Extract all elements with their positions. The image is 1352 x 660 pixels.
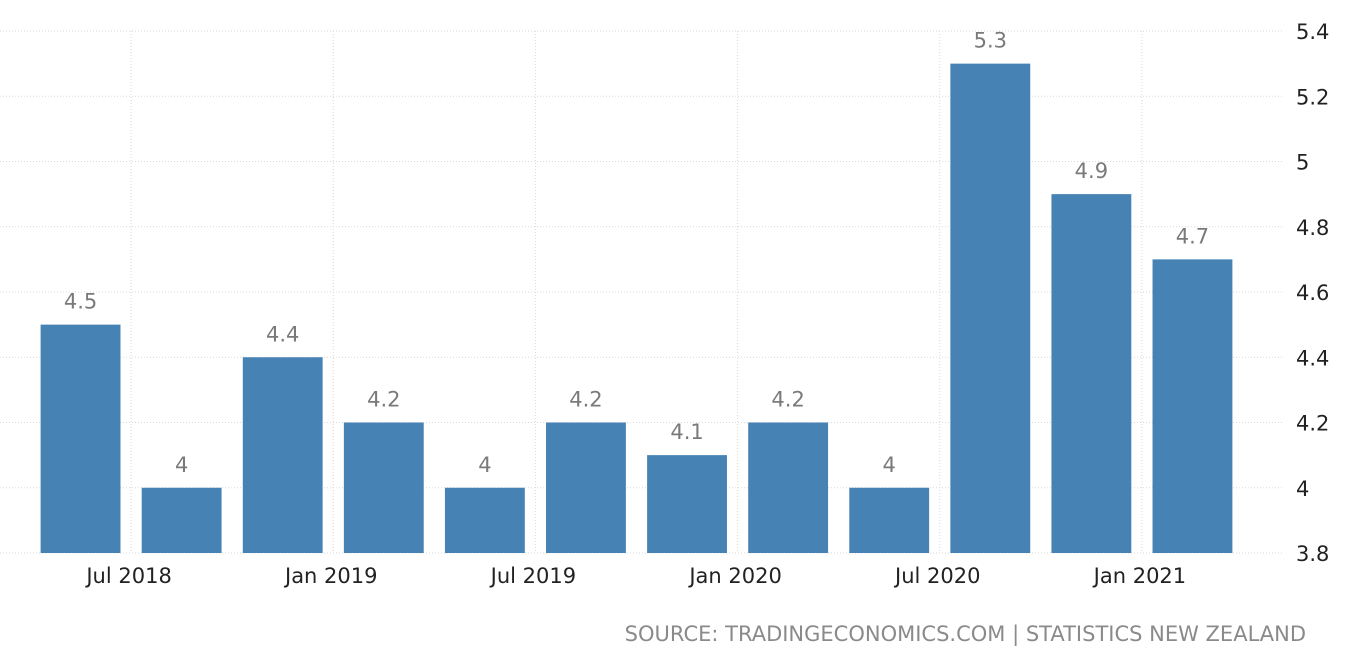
x-tick-label: Jan 2019 [283,564,378,588]
bar-value-label: 4 [478,453,491,477]
value-labels: 4.5 4 4.4 4.2 4 4.2 4.1 4.2 4 5.3 4.9 4.7 [64,29,1209,477]
bar-value-label: 4.5 [64,290,97,314]
x-tick-label: Jan 2020 [687,564,782,588]
bars [40,63,1233,553]
bar [444,487,525,553]
y-tick-label: 4.4 [1296,346,1329,370]
bar [1051,194,1132,553]
bar-value-label: 4.2 [569,388,602,412]
bar-value-label: 4.2 [771,388,804,412]
bar [141,487,222,553]
bar [242,357,323,553]
bar [40,324,121,553]
bar-chart: 4.544.44.244.24.14.245.34.94.7 3.844.24.… [0,20,1329,588]
bar [849,487,930,553]
source-note: SOURCE: TRADINGECONOMICS.COM | STATISTIC… [624,622,1306,646]
bar [343,422,424,553]
bar-value-label: 4.1 [670,420,703,444]
y-tick-label: 5.2 [1296,85,1329,109]
y-tick-label: 3.8 [1296,542,1329,566]
bar [950,63,1031,553]
bar [647,455,727,553]
x-tick-label: Jan 2021 [1092,564,1187,588]
x-axis-tick-labels: Jul 2018 Jan 2019 Jul 2019 Jan 2020 Jul 2020… [84,564,1186,588]
y-tick-label: 4 [1296,477,1309,501]
x-tick-label: Jul 2020 [893,564,980,588]
y-tick-label: 4.6 [1296,281,1329,305]
bar-value-label: 4.7 [1176,224,1209,248]
x-tick-label: Jul 2018 [84,564,171,588]
bar-value-label: 5.3 [974,29,1007,53]
bar [748,422,829,553]
bar-value-label: 4.2 [367,388,400,412]
bar-value-label: 4 [175,453,188,477]
bar [546,422,626,553]
y-tick-label: 5 [1296,151,1309,175]
x-tick-label: Jul 2019 [489,564,576,588]
bar-value-label: 4.9 [1075,159,1108,183]
bar-value-label: 4 [883,453,896,477]
y-tick-label: 5.4 [1296,20,1329,44]
y-tick-label: 4.8 [1296,216,1329,240]
bar-value-label: 4.4 [266,322,299,346]
y-axis-tick-labels: 3.8 4 4.2 4.4 4.6 4.8 5 5.2 5.4 [1296,20,1329,566]
bar [1152,259,1233,553]
y-tick-label: 4.2 [1296,412,1329,436]
